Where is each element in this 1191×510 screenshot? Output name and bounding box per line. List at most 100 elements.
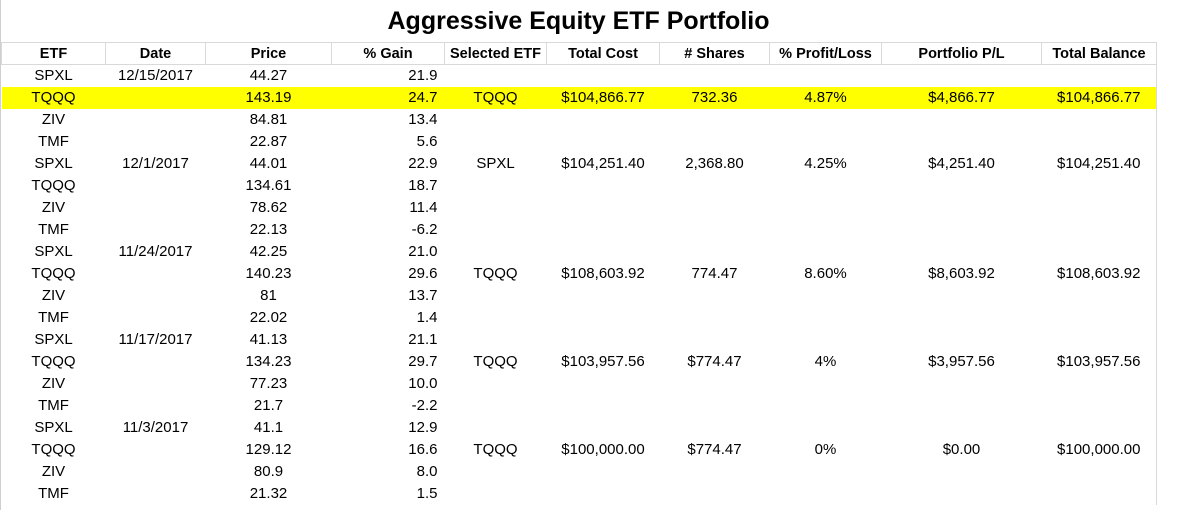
cell-profit-loss[interactable] <box>770 285 882 307</box>
cell-gain[interactable]: 13.4 <box>408 111 438 128</box>
cell-etf[interactable]: ZIV <box>41 375 66 392</box>
cell-date[interactable] <box>106 87 206 109</box>
cell-selected-etf[interactable] <box>445 241 547 263</box>
cell-selected-etf[interactable] <box>445 417 547 439</box>
cell-gain[interactable]: 11.4 <box>409 199 438 216</box>
cell-gain[interactable]: 13.7 <box>408 287 438 304</box>
cell-selected-etf[interactable]: TQQQ <box>473 441 518 458</box>
cell-price[interactable]: 80.9 <box>253 463 284 480</box>
cell-gain[interactable]: 18.7 <box>408 177 438 194</box>
cell-profit-loss[interactable] <box>770 483 882 505</box>
cell-date[interactable] <box>106 197 206 219</box>
cell-selected-etf[interactable]: TQQQ <box>473 265 518 282</box>
cell-total-balance[interactable]: $104,251.40 <box>1057 155 1141 172</box>
cell-selected-etf[interactable] <box>445 461 547 483</box>
cell-shares[interactable] <box>660 307 770 329</box>
cell-date[interactable] <box>106 395 206 417</box>
cell-price[interactable]: 78.62 <box>249 199 288 216</box>
cell-date[interactable] <box>106 109 206 131</box>
cell-price[interactable]: 140.23 <box>245 265 292 282</box>
cell-price[interactable]: 81 <box>260 287 277 304</box>
cell-etf[interactable]: ZIV <box>41 199 66 216</box>
cell-gain[interactable]: 5.6 <box>416 133 438 150</box>
cell-profit-loss[interactable] <box>770 417 882 439</box>
cell-etf[interactable]: ZIV <box>41 463 66 480</box>
cell-price[interactable]: 21.7 <box>253 397 284 414</box>
cell-shares[interactable] <box>660 241 770 263</box>
cell-total-balance[interactable] <box>1042 483 1157 505</box>
cell-date[interactable] <box>106 351 206 373</box>
cell-shares[interactable] <box>660 175 770 197</box>
cell-profit-loss[interactable] <box>770 241 882 263</box>
column-header-total-cost[interactable]: Total Cost <box>546 42 660 65</box>
cell-shares[interactable] <box>660 395 770 417</box>
cell-gain[interactable]: 21.9 <box>408 67 438 85</box>
cell-profit-loss[interactable] <box>770 373 882 395</box>
column-header-date[interactable]: Date <box>105 42 206 65</box>
cell-profit-loss[interactable] <box>770 329 882 351</box>
cell-total-cost[interactable] <box>547 131 660 153</box>
cell-profit-loss[interactable] <box>770 395 882 417</box>
cell-shares[interactable]: $774.47 <box>687 441 742 458</box>
cell-etf[interactable]: ZIV <box>41 287 66 304</box>
cell-shares[interactable] <box>660 373 770 395</box>
cell-selected-etf[interactable] <box>445 131 547 153</box>
cell-portfolio-pl[interactable] <box>882 417 1042 439</box>
cell-selected-etf[interactable]: SPXL <box>476 155 515 172</box>
cell-portfolio-pl[interactable] <box>882 109 1042 131</box>
cell-date[interactable] <box>106 131 206 153</box>
cell-portfolio-pl[interactable]: $0.00 <box>942 441 981 458</box>
cell-price[interactable]: 42.25 <box>249 243 288 260</box>
cell-date[interactable] <box>106 175 206 197</box>
cell-gain[interactable]: 21.1 <box>408 331 438 348</box>
cell-total-balance[interactable] <box>1042 395 1157 417</box>
cell-total-balance[interactable]: $108,603.92 <box>1057 265 1141 282</box>
cell-profit-loss[interactable] <box>770 109 882 131</box>
cell-date[interactable] <box>106 219 206 241</box>
cell-total-cost[interactable] <box>547 175 660 197</box>
cell-profit-loss[interactable]: 0% <box>814 441 837 458</box>
cell-date[interactable]: 12/15/2017 <box>117 67 194 85</box>
cell-date[interactable] <box>106 439 206 461</box>
cell-etf[interactable]: TMF <box>38 133 69 150</box>
cell-shares[interactable]: $774.47 <box>687 353 742 370</box>
cell-total-balance[interactable] <box>1042 219 1157 241</box>
cell-price[interactable]: 84.81 <box>249 111 288 128</box>
cell-price[interactable]: 41.13 <box>249 331 288 348</box>
cell-portfolio-pl[interactable]: $4,866.77 <box>928 89 995 106</box>
cell-total-balance[interactable]: $100,000.00 <box>1057 441 1141 458</box>
cell-shares[interactable] <box>660 109 770 131</box>
cell-price[interactable]: 22.02 <box>249 309 288 326</box>
cell-etf[interactable]: SPXL <box>34 67 73 85</box>
cell-etf[interactable]: SPXL <box>34 155 73 172</box>
cell-etf[interactable]: TQQQ <box>31 265 76 282</box>
cell-shares[interactable] <box>660 483 770 505</box>
cell-total-cost[interactable] <box>547 417 660 439</box>
cell-profit-loss[interactable] <box>770 175 882 197</box>
cell-total-balance[interactable]: $103,957.56 <box>1057 353 1141 370</box>
cell-shares[interactable] <box>660 197 770 219</box>
column-header-portfolio-pl[interactable]: Portfolio P/L <box>881 42 1042 65</box>
cell-date[interactable] <box>106 263 206 285</box>
cell-shares[interactable] <box>660 417 770 439</box>
cell-gain[interactable]: 21.0 <box>408 243 438 260</box>
cell-gain[interactable]: 10.0 <box>408 375 438 392</box>
cell-etf[interactable]: TMF <box>38 485 69 502</box>
cell-shares[interactable] <box>660 65 770 87</box>
cell-etf[interactable]: TQQQ <box>31 441 76 458</box>
cell-etf[interactable]: TMF <box>38 397 69 414</box>
cell-portfolio-pl[interactable] <box>882 483 1042 505</box>
cell-total-cost[interactable] <box>547 329 660 351</box>
cell-profit-loss[interactable] <box>770 65 882 87</box>
cell-portfolio-pl[interactable]: $4,251.40 <box>928 155 995 172</box>
cell-total-cost[interactable] <box>547 219 660 241</box>
cell-date[interactable] <box>106 307 206 329</box>
cell-gain[interactable]: 29.7 <box>408 353 438 370</box>
column-header-gain[interactable]: % Gain <box>331 42 445 65</box>
cell-gain[interactable]: 29.6 <box>408 265 438 282</box>
column-header-shares[interactable]: # Shares <box>659 42 770 65</box>
cell-gain[interactable]: 8.0 <box>416 463 438 480</box>
cell-selected-etf[interactable]: TQQQ <box>473 353 518 370</box>
cell-shares[interactable] <box>660 285 770 307</box>
cell-total-cost[interactable] <box>547 461 660 483</box>
